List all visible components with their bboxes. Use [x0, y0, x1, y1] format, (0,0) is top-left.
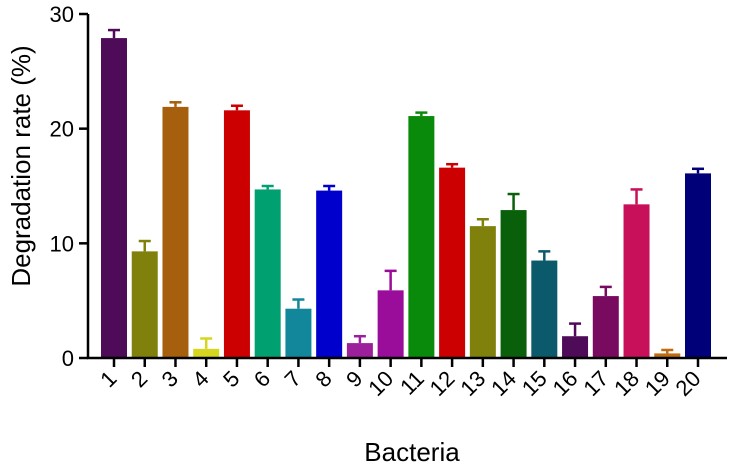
bars	[101, 28, 711, 358]
bar-10	[377, 290, 404, 358]
y-axis: 0 10 20 30	[50, 2, 90, 371]
x-tick-label-2: 2	[126, 366, 152, 392]
x-tick-label-8: 8	[310, 366, 336, 392]
bar-9	[346, 343, 373, 358]
y-tick-label: 20	[50, 117, 74, 142]
x-tick-label-10: 10	[363, 366, 398, 401]
bar-13	[469, 226, 496, 358]
y-tick-label: 0	[62, 346, 74, 371]
x-tick-label-20: 20	[671, 366, 706, 401]
y-tick-label: 30	[50, 2, 74, 27]
x-tick-label-6: 6	[249, 366, 275, 392]
bar-20	[685, 173, 711, 358]
x-tick-label-7: 7	[280, 366, 306, 392]
x-tick-label-5: 5	[218, 366, 244, 392]
bar-5	[223, 110, 250, 358]
x-tick-label-3: 3	[157, 366, 183, 392]
y-tick-label: 10	[50, 231, 74, 256]
bar-12	[439, 167, 466, 358]
x-tick-label-4: 4	[187, 366, 213, 392]
y-axis-title: Degradation rate (%)	[6, 45, 36, 286]
x-tick-label-1: 1	[95, 366, 121, 392]
bar-3	[162, 106, 189, 358]
bar-11	[408, 116, 435, 358]
bar-6	[254, 189, 281, 358]
x-tick-label-9: 9	[341, 366, 367, 392]
bar-4	[193, 348, 220, 358]
bar-1	[101, 38, 127, 358]
bar-15	[531, 260, 558, 358]
bar-16	[562, 336, 589, 358]
bar-14	[500, 210, 527, 358]
bar-2	[131, 251, 158, 358]
bar-17	[592, 296, 619, 358]
bar-18	[623, 204, 650, 358]
x-axis-title: Bacteria	[364, 437, 460, 467]
bar-7	[285, 308, 312, 358]
bar-19	[654, 353, 681, 358]
bar-8	[316, 190, 343, 358]
